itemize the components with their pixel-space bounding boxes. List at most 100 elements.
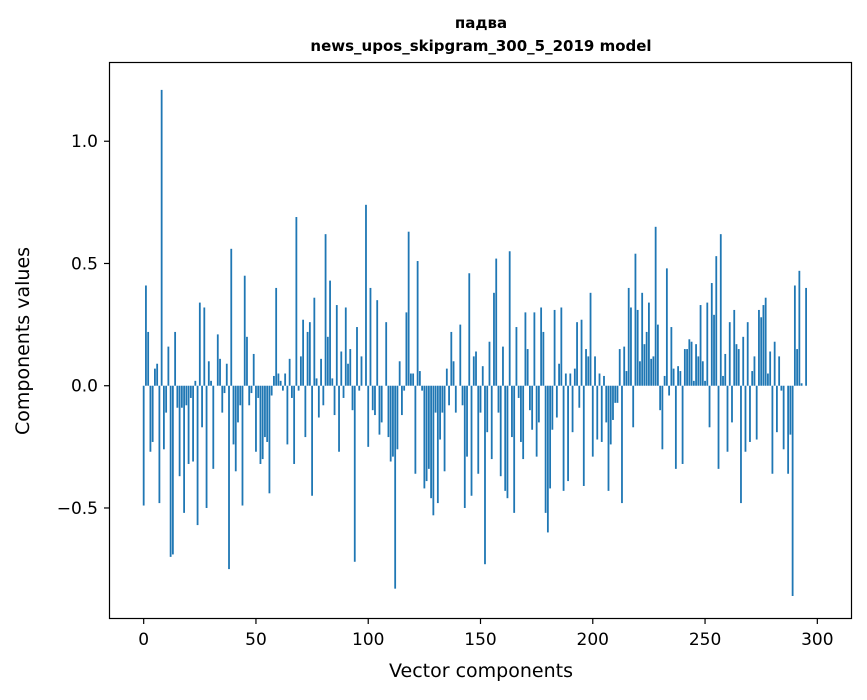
bar	[682, 386, 684, 464]
bar	[637, 310, 639, 386]
bar	[358, 386, 360, 391]
bar	[720, 234, 722, 386]
bar	[655, 227, 657, 386]
bar	[709, 386, 711, 428]
bar	[679, 371, 681, 386]
bar	[300, 356, 302, 385]
bar	[796, 349, 798, 386]
bar	[181, 386, 183, 408]
bar	[289, 359, 291, 386]
bar	[435, 386, 437, 413]
bar	[756, 386, 758, 440]
bar	[352, 386, 354, 410]
x-tick-label: 0	[138, 630, 149, 650]
bar	[163, 386, 165, 450]
bar	[776, 386, 778, 432]
bar	[286, 386, 288, 445]
y-tick-label: 0.0	[71, 377, 98, 397]
bar	[233, 386, 235, 445]
bar	[673, 369, 675, 386]
bar	[466, 386, 468, 457]
bar	[569, 374, 571, 386]
bar	[504, 386, 506, 491]
bar	[542, 332, 544, 386]
bar	[147, 332, 149, 386]
x-tick-label: 150	[464, 630, 496, 650]
bar	[724, 354, 726, 386]
bar	[423, 386, 425, 489]
bar	[585, 349, 587, 386]
bar	[217, 334, 219, 385]
bar	[745, 386, 747, 452]
bar	[462, 386, 464, 406]
bar	[722, 376, 724, 386]
bar	[239, 386, 241, 406]
bar	[549, 386, 551, 489]
bar	[605, 386, 607, 423]
bar	[630, 307, 632, 385]
bar	[742, 337, 744, 386]
bar	[511, 386, 513, 437]
bar	[197, 386, 199, 525]
bar	[361, 356, 363, 385]
bar	[183, 386, 185, 513]
bar	[293, 386, 295, 464]
bar	[747, 322, 749, 386]
bar	[688, 339, 690, 385]
bar	[170, 386, 172, 557]
bar	[583, 386, 585, 486]
bar	[185, 386, 187, 406]
bar	[527, 349, 529, 386]
bar	[154, 369, 156, 386]
bar	[307, 332, 309, 386]
bar	[194, 381, 196, 386]
bar	[450, 332, 452, 386]
bar	[471, 386, 473, 496]
bar	[540, 307, 542, 385]
bar	[165, 386, 167, 413]
bar	[313, 298, 315, 386]
bar	[428, 386, 430, 469]
bar	[695, 344, 697, 386]
bar	[190, 386, 192, 398]
bar	[388, 386, 390, 437]
bar	[430, 386, 432, 498]
bar	[437, 386, 439, 503]
bar	[684, 349, 686, 386]
bar	[244, 276, 246, 386]
bar	[493, 293, 495, 386]
x-tick-label: 50	[245, 630, 267, 650]
bar	[278, 374, 280, 386]
bar	[329, 281, 331, 386]
bar	[599, 374, 601, 386]
bar	[706, 303, 708, 386]
bar	[251, 386, 253, 393]
bar	[325, 234, 327, 386]
bar	[489, 342, 491, 386]
bar	[477, 386, 479, 474]
bar	[475, 352, 477, 386]
bar	[765, 298, 767, 386]
bar	[176, 386, 178, 408]
bar	[612, 386, 614, 420]
bar	[295, 217, 297, 386]
x-tick-label: 100	[352, 630, 384, 650]
bar	[172, 386, 174, 555]
bar	[446, 369, 448, 386]
bar	[156, 364, 158, 386]
bar	[736, 344, 738, 386]
bar	[520, 386, 522, 442]
bar	[715, 256, 717, 386]
bar	[242, 386, 244, 506]
bar	[150, 386, 152, 452]
bar	[269, 386, 271, 494]
bar	[219, 359, 221, 386]
bar	[666, 268, 668, 385]
bar	[657, 325, 659, 386]
bar	[347, 364, 349, 386]
bar	[226, 364, 228, 386]
bar	[733, 310, 735, 386]
bar	[675, 386, 677, 469]
bar	[623, 347, 625, 386]
bar	[284, 374, 286, 386]
